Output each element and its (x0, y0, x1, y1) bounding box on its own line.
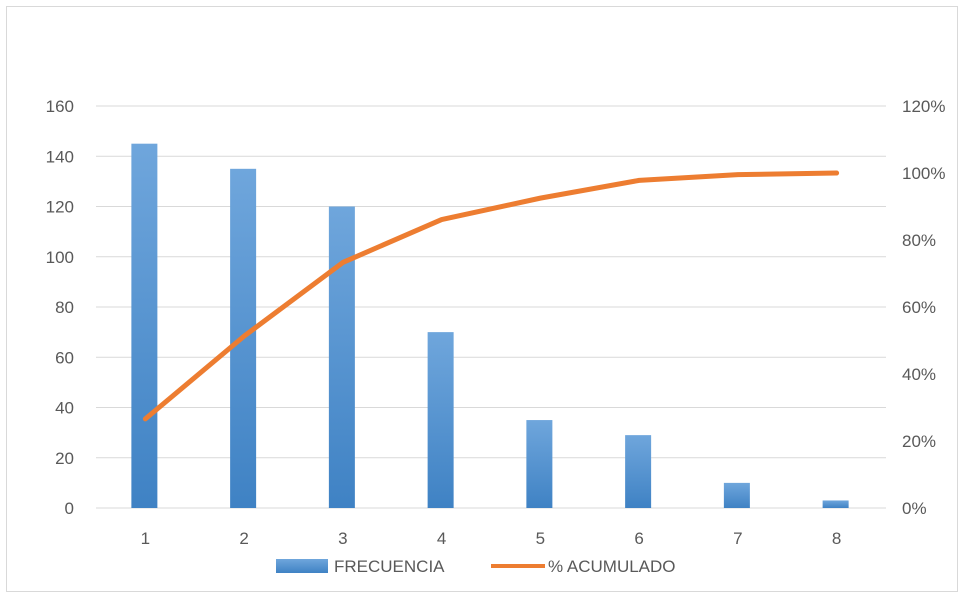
left-axis-tick-label: 20 (55, 449, 74, 468)
x-axis-tick-label: 2 (239, 529, 248, 548)
right-axis-tick-label: 100% (902, 164, 945, 183)
left-axis-tick-label: 80 (55, 298, 74, 317)
bar (131, 143, 158, 508)
bar (526, 420, 553, 508)
gridlines (96, 105, 886, 509)
x-axis-tick-label: 5 (536, 529, 545, 548)
cumulative-line (142, 170, 840, 422)
left-axis-tick-label: 160 (46, 97, 74, 116)
right-axis-tick-label: 80% (902, 231, 936, 250)
x-axis-tick-label: 3 (338, 529, 347, 548)
x-axis-tick-label: 4 (437, 529, 446, 548)
bar (822, 500, 849, 508)
x-axis-tick-label: 1 (141, 529, 150, 548)
right-axis-tick-label: 60% (902, 298, 936, 317)
left-axis-tick-label: 140 (46, 147, 74, 166)
left-axis-tick-label: 100 (46, 248, 74, 267)
right-axis-ticks: 0% 20% 40% 60% 80% 100% 120% (902, 97, 945, 518)
right-axis-tick-label: 0% (902, 499, 927, 518)
left-axis-tick-label: 40 (55, 399, 74, 418)
legend-bar-label: FRECUENCIA (334, 557, 445, 576)
legend: FRECUENCIA % ACUMULADO (276, 557, 676, 576)
bar-series (131, 143, 849, 508)
left-axis-tick-label: 0 (65, 499, 74, 518)
right-axis-tick-label: 120% (902, 97, 945, 116)
right-axis-tick-label: 20% (902, 432, 936, 451)
left-axis-tick-label: 60 (55, 348, 74, 367)
chart-frame (6, 6, 958, 592)
legend-line-label: % ACUMULADO (548, 557, 676, 576)
bar (723, 482, 750, 508)
x-axis-ticks: 1 2 3 4 5 6 7 8 (141, 529, 842, 548)
x-axis-tick-label: 6 (634, 529, 643, 548)
line-series (142, 170, 840, 422)
bar (625, 435, 652, 508)
x-axis-tick-label: 8 (832, 529, 841, 548)
left-axis-ticks: 0 20 40 60 80 100 120 140 160 (46, 97, 74, 518)
bar (328, 206, 355, 508)
bar (427, 332, 454, 508)
x-axis-tick-label: 7 (733, 529, 742, 548)
left-axis-tick-label: 120 (46, 198, 74, 217)
legend-bar-swatch (276, 559, 328, 573)
right-axis-tick-label: 40% (902, 365, 936, 384)
